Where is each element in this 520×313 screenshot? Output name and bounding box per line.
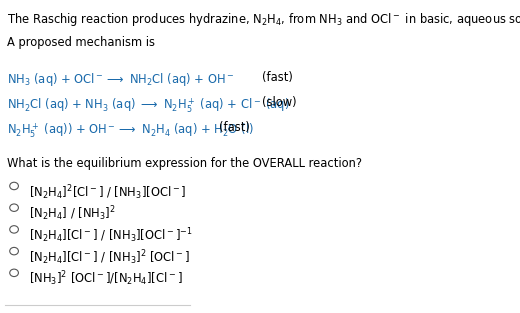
Text: $[\mathrm{N_2H_4}]$ / $[\mathrm{NH_3}]^2$: $[\mathrm{N_2H_4}]$ / $[\mathrm{NH_3}]^2… <box>29 205 115 223</box>
Text: $\mathrm{NH_3}$ (aq) + OCl$^-\longrightarrow$ $\mathrm{NH_2Cl}$ (aq) + OH$^-$: $\mathrm{NH_3}$ (aq) + OCl$^-\longrighta… <box>7 71 234 88</box>
Text: $[\mathrm{N_2H_4}][\mathrm{Cl^-}]$ / $[\mathrm{NH_3}][\mathrm{OCl^-}]^{-1}$: $[\mathrm{N_2H_4}][\mathrm{Cl^-}]$ / $[\… <box>29 226 192 245</box>
Text: $\mathrm{N_2H_5^+}$ (aq)) + OH$^- \longrightarrow$ $\mathrm{N_2H_4}$ (aq) + $\ma: $\mathrm{N_2H_5^+}$ (aq)) + OH$^- \longr… <box>7 121 254 140</box>
Text: (fast): (fast) <box>219 121 250 134</box>
Text: $[\mathrm{N_2H_4}][\mathrm{Cl^-}]$ / $[\mathrm{NH_3}]^2$ $[\mathrm{OCl^-}]$: $[\mathrm{N_2H_4}][\mathrm{Cl^-}]$ / $[\… <box>29 248 189 267</box>
Text: (fast): (fast) <box>262 71 293 84</box>
Text: What is the equilibrium expression for the OVERALL reaction?: What is the equilibrium expression for t… <box>7 156 362 170</box>
Text: $\mathrm{NH_2Cl}$ (aq) + $\mathrm{NH_3}$ (aq) $\longrightarrow$ $\mathrm{N_2H_5^: $\mathrm{NH_2Cl}$ (aq) + $\mathrm{NH_3}$… <box>7 96 290 115</box>
Text: $[\mathrm{NH_3}]^2$ $[\mathrm{OCl^-}]$/$[\mathrm{N_2H_4}][\mathrm{Cl^-}]$: $[\mathrm{NH_3}]^2$ $[\mathrm{OCl^-}]$/$… <box>29 270 182 289</box>
Text: $[\mathrm{N_2H_4}]^2[\mathrm{Cl^-}]$ / $[\mathrm{NH_3}][\mathrm{OCl^-}]$: $[\mathrm{N_2H_4}]^2[\mathrm{Cl^-}]$ / $… <box>29 183 186 202</box>
Text: (slow): (slow) <box>262 96 297 109</box>
Text: The Raschig reaction produces hydrazine, $\mathrm{N_2H_4}$, from $\mathrm{NH_3}$: The Raschig reaction produces hydrazine,… <box>7 11 520 28</box>
Text: A proposed mechanism is: A proposed mechanism is <box>7 35 155 49</box>
